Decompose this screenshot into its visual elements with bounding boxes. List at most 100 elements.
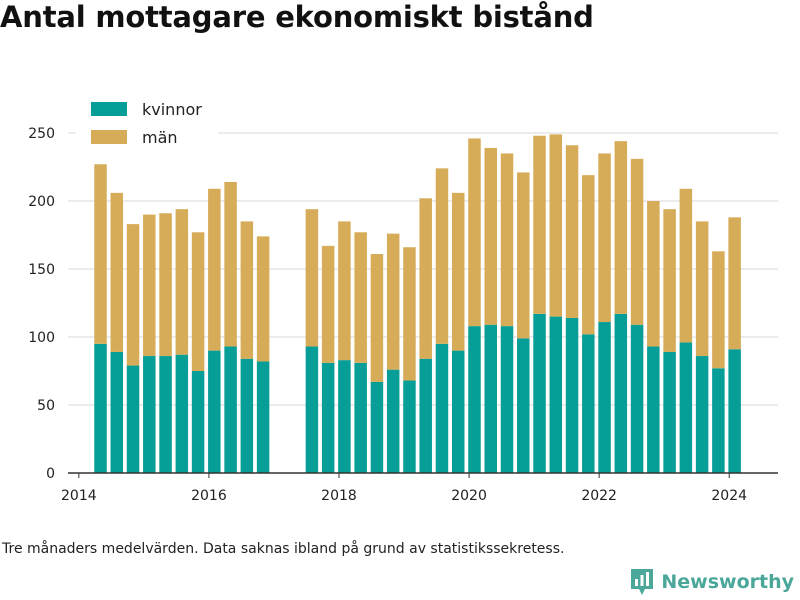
y-tick-label-100: 100 [28, 330, 55, 346]
bar-kvinnor-2021-11 [582, 334, 595, 473]
y-tick-labels: 0 50 100 150 200 250 [28, 126, 55, 482]
y-tick-label-150: 150 [28, 262, 55, 278]
bar-kvinnor-2020-05 [484, 324, 497, 473]
bar-kvinnor-2021-05 [549, 316, 563, 473]
bar-kvinnor-2016-11 [256, 361, 270, 473]
y-tick-label-250: 250 [28, 126, 55, 142]
bar-man-2015-02 [143, 214, 156, 357]
bar-kvinnor-2023-08 [695, 356, 709, 473]
bar-man-2018-05 [354, 232, 367, 363]
bar-man-2015-08 [175, 209, 189, 355]
bar-kvinnor-2016-02 [208, 350, 221, 473]
bar-kvinnor-2023-02 [663, 351, 676, 473]
legend-label-kvinnor: kvinnor [142, 100, 202, 119]
bar-kvinnor-2018-02 [338, 360, 351, 473]
bar-man-2020-08 [500, 153, 514, 327]
footnote: Tre månaders medelvärden. Data saknas ib… [2, 541, 565, 557]
bar-kvinnor-2019-05 [419, 358, 432, 473]
bar-kvinnor-2014-11 [126, 365, 140, 473]
bar-man-2015-11 [191, 232, 205, 371]
x-tick-label-2024: 2024 [711, 488, 747, 504]
bar-man-2018-11 [386, 233, 400, 370]
bar-man-2020-02 [468, 138, 481, 327]
brand-logo: Newsworthy [629, 567, 794, 597]
bar-kvinnor-2018-11 [386, 369, 400, 473]
bar-man-2018-08 [370, 254, 384, 382]
bar-kvinnor-2015-08 [175, 354, 189, 473]
bar-kvinnor-2020-02 [468, 326, 481, 473]
bar-kvinnor-2016-05 [224, 346, 237, 473]
bar-man-2021-05 [549, 134, 563, 317]
bar-man-2023-02 [663, 209, 676, 352]
brand-name: Newsworthy [661, 571, 794, 593]
bar-man-2022-05 [614, 141, 628, 314]
bar-man-2021-11 [582, 175, 595, 335]
newsworthy-logo-icon [631, 569, 654, 595]
bar-kvinnor-2020-11 [517, 338, 530, 473]
legend-swatch-kvinnor [91, 102, 127, 116]
x-tick-label-2020: 2020 [451, 488, 487, 504]
bar-man-2015-05 [159, 213, 172, 357]
bar-man-2020-05 [484, 147, 497, 325]
legend: kvinnor män [76, 95, 218, 157]
legend-swatch-man [91, 130, 127, 144]
bar-kvinnor-2022-08 [630, 324, 644, 473]
chart-title: Antal mottagare ekonomiskt bistånd [0, 0, 594, 34]
bar-man-2017-11 [321, 245, 335, 363]
bar-man-2019-11 [451, 192, 465, 351]
stacked-bar-chart: 0 50 100 150 200 250 2014 2016 2018 2020 2022 2024… [28, 95, 778, 504]
bar-man-2016-05 [224, 181, 237, 347]
bar-man-2014-05 [94, 164, 107, 344]
x-tick-labels: 2014 2016 2018 2020 2022 2024 [61, 488, 747, 504]
bar-kvinnor-2021-08 [565, 317, 579, 473]
bar-kvinnor-2019-08 [435, 343, 449, 473]
bar-kvinnor-2015-11 [191, 371, 205, 473]
bar-man-2021-02 [533, 135, 546, 314]
bar-man-2019-02 [403, 247, 416, 381]
bars [94, 134, 741, 473]
bar-kvinnor-2015-05 [159, 356, 172, 473]
bar-kvinnor-2018-08 [370, 381, 384, 473]
bar-man-2022-11 [647, 201, 660, 347]
bar-kvinnor-2023-05 [679, 342, 693, 473]
bar-kvinnor-2018-05 [354, 362, 367, 473]
bar-man-2024-02 [728, 217, 741, 350]
bar-kvinnor-2024-02 [728, 349, 741, 473]
bar-man-2019-05 [419, 198, 432, 359]
bar-kvinnor-2021-02 [533, 313, 546, 473]
bar-man-2023-08 [695, 221, 709, 357]
bar-man-2016-02 [208, 188, 221, 351]
bar-kvinnor-2017-08 [305, 346, 319, 473]
bar-man-2023-05 [679, 188, 693, 343]
x-tick-label-2018: 2018 [321, 488, 357, 504]
y-tick-label-200: 200 [28, 194, 55, 210]
x-tick-label-2022: 2022 [581, 488, 617, 504]
bar-kvinnor-2017-11 [321, 362, 335, 473]
bar-kvinnor-2014-08 [110, 351, 124, 473]
bar-kvinnor-2014-05 [94, 343, 107, 473]
x-tick-label-2016: 2016 [191, 488, 227, 504]
bar-man-2016-08 [240, 221, 254, 359]
bar-man-2019-08 [435, 168, 449, 344]
y-tick-label-50: 50 [37, 398, 55, 414]
bar-kvinnor-2019-02 [403, 380, 416, 473]
bar-kvinnor-2015-02 [143, 356, 156, 473]
x-axis [68, 472, 778, 478]
bar-man-2018-02 [338, 221, 351, 361]
bar-man-2017-08 [305, 209, 319, 347]
bar-kvinnor-2020-08 [500, 326, 514, 473]
bar-kvinnor-2023-11 [712, 368, 725, 473]
x-tick-label-2014: 2014 [61, 488, 97, 504]
bar-man-2022-02 [598, 153, 611, 323]
bar-man-2016-11 [256, 236, 270, 362]
bar-man-2023-11 [712, 251, 725, 369]
bar-man-2022-08 [630, 158, 644, 325]
bar-kvinnor-2022-05 [614, 313, 628, 473]
bar-man-2014-11 [126, 224, 140, 366]
bar-man-2020-11 [517, 172, 530, 339]
legend-label-man: män [142, 128, 178, 147]
bar-kvinnor-2022-02 [598, 322, 611, 473]
bar-kvinnor-2019-11 [451, 350, 465, 473]
bar-kvinnor-2022-11 [647, 346, 660, 473]
bar-kvinnor-2016-08 [240, 358, 254, 473]
